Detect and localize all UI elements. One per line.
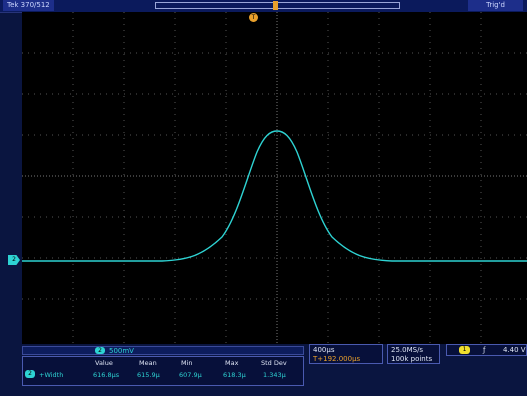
trigger-level: 4.40 V [503,346,526,354]
trigger-state: Trig'd [468,0,523,11]
col-max: Max [225,359,239,367]
center-axes [22,12,527,344]
measurement-channel-badge: 2 [25,370,35,378]
ch2-waveform-trace [22,130,527,262]
graticule-grid [22,12,527,344]
measurement-value: 616.8µs [93,371,120,379]
measurement-std-dev: 1.343µ [263,371,286,379]
measurement-table[interactable]: Value Mean Min Max Std Dev 2 +Width 616.… [22,356,304,386]
trigger-delay: +192.000µs [317,355,361,363]
col-std-dev: Std Dev [261,359,287,367]
timebase-readout[interactable]: 400µs T+192.000µs [309,344,383,364]
acquisition-readout[interactable]: 25.0MS/s 100k points [387,344,440,364]
record-view-bar[interactable] [155,1,400,10]
trigger-delay-icon: T [313,355,318,363]
trigger-position-marker[interactable]: T [249,13,258,22]
channel-2-badge: 2 [95,347,105,354]
col-min: Min [181,359,193,367]
waveform-display[interactable] [22,12,527,344]
measurement-mean: 615.9µ [137,371,160,379]
channel-2-ground-marker[interactable]: 2 [8,255,20,265]
rising-edge-icon: ƒ [483,346,486,354]
horizontal-scale: 400µs [313,346,335,354]
col-mean: Mean [139,359,157,367]
measurement-label: +Width [39,371,64,379]
measurement-max: 618.3µ [223,371,246,379]
measurement-min: 607.9µ [179,371,202,379]
acquisition-status[interactable]: Tek 370/512 [3,0,54,11]
grid-lines [22,12,527,344]
col-value: Value [95,359,113,367]
record-window-marker[interactable] [273,1,278,10]
channel-2-scale: 500mV [109,347,134,355]
sample-rate: 25.0MS/s [391,346,424,354]
readout-panel: 2 500mV Value Mean Min Max Std Dev 2 +Wid… [0,344,527,396]
trigger-readout[interactable]: 1 ƒ 4.40 V [446,344,527,356]
record-length: 100k points [391,355,433,363]
channel-2-scale-readout[interactable]: 2 500mV [22,346,304,355]
trigger-source-badge: 1 [459,346,470,354]
